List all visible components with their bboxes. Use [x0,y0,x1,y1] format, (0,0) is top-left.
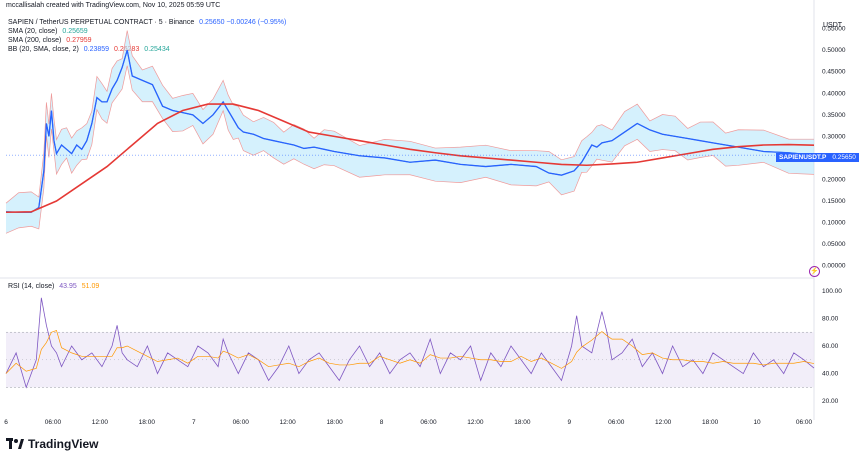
time-tick-label: 8 [380,419,384,426]
legend-sma20-value: 0.25659 [62,28,88,35]
rsi-legend-label: RSI (14, close) [8,283,55,290]
time-tick-label: 7 [192,419,196,426]
time-tick-label: 06:00 [45,419,62,426]
time-tick-label: 12:00 [655,419,672,426]
legend-sma200-row[interactable]: SMA (200, close) 0.27959 [8,36,92,45]
price-tick-label: 0.50000 [822,47,846,54]
legend-symbol-values: 0.25650 −0.00246 (−0.95%) [199,19,287,26]
price-tick-label: 0.15000 [822,198,846,205]
time-tick-label: 12:00 [92,419,109,426]
rsi-tick-label: 60.00 [822,343,839,350]
price-tick-label: 0.20000 [822,176,846,183]
time-tick-label: 06:00 [233,419,250,426]
bollinger-band-fill [6,30,814,234]
brand-name: TradingView [28,437,99,451]
legend-bb-label: BB (20, SMA, close, 2) [8,46,79,53]
rsi-legend-value-2: 51.09 [81,283,100,290]
price-tick-label: 0.35000 [822,112,846,119]
rsi-tick-label: 40.00 [822,371,839,378]
tradingview-logo-icon [6,438,24,449]
price-tick-label: 0.00000 [822,263,846,270]
sma200-line [5,103,815,214]
price-tick-label: 0.40000 [822,90,846,97]
legend-sma20-row[interactable]: SMA (20, close) 0.25659 [8,27,88,36]
time-tick-label: 06:00 [608,419,625,426]
rsi-tick-label: 20.00 [822,398,839,405]
legend-bb-value-3: 0.25434 [144,46,170,53]
rsi-tick-label: 80.00 [822,315,839,322]
time-tick-label: 6 [4,419,8,426]
rsi-tick-label: 100.00 [822,288,842,295]
time-tick-label: 06:00 [796,419,813,426]
bollinger-lower-band [5,65,815,234]
legend-sma20-label: SMA (20, close) [8,28,58,35]
price-tag-value: 0.25650 [832,154,856,161]
creator-line: mccallisalah created with TradingView.co… [6,2,221,9]
legend-sma200-label: SMA (200, close) [8,37,62,44]
price-tick-label: 0.30000 [822,133,846,140]
legend-sma200-value: 0.27959 [66,37,92,44]
rsi-line [5,297,815,389]
price-tick-label: 0.45000 [822,69,846,76]
rsi-ma-line [5,330,815,374]
rsi-legend[interactable]: RSI (14, close) 43.95 51.09 [8,283,99,290]
price-tag-symbol: SAPIENUSDT.P [779,154,827,161]
time-tick-label: 18:00 [326,419,343,426]
currency-label: USDT [823,22,843,29]
tradingview-logo: TradingView [6,437,98,451]
time-tick-label: 12:00 [280,419,297,426]
legend-symbol: SAPIEN / TetherUS PERPETUAL CONTRACT · 5… [8,19,195,26]
price-tick-label: 0.05000 [822,241,846,248]
price-line [5,49,815,213]
time-tick-label: 06:00 [420,419,437,426]
rsi-legend-value-1: 43.95 [59,283,77,290]
time-tick-label: 10 [753,419,761,426]
price-tick-label: 0.55000 [822,26,846,33]
legend-symbol-row: SAPIEN / TetherUS PERPETUAL CONTRACT · 5… [8,18,286,27]
time-tick-label: 9 [567,419,571,426]
price-tag: SAPIENUSDT.P 0.25650 [776,153,859,162]
bollinger-upper-band [5,30,815,204]
legend-bb-value-1: 0.23859 [83,46,110,53]
price-tick-label: 0.10000 [822,220,846,227]
time-tick-label: 12:00 [467,419,484,426]
lightning-icon[interactable]: ⚡ [809,266,820,277]
time-tick-label: 18:00 [139,419,156,426]
time-tick-label: 18:00 [514,419,531,426]
time-tick-label: 18:00 [702,419,719,426]
